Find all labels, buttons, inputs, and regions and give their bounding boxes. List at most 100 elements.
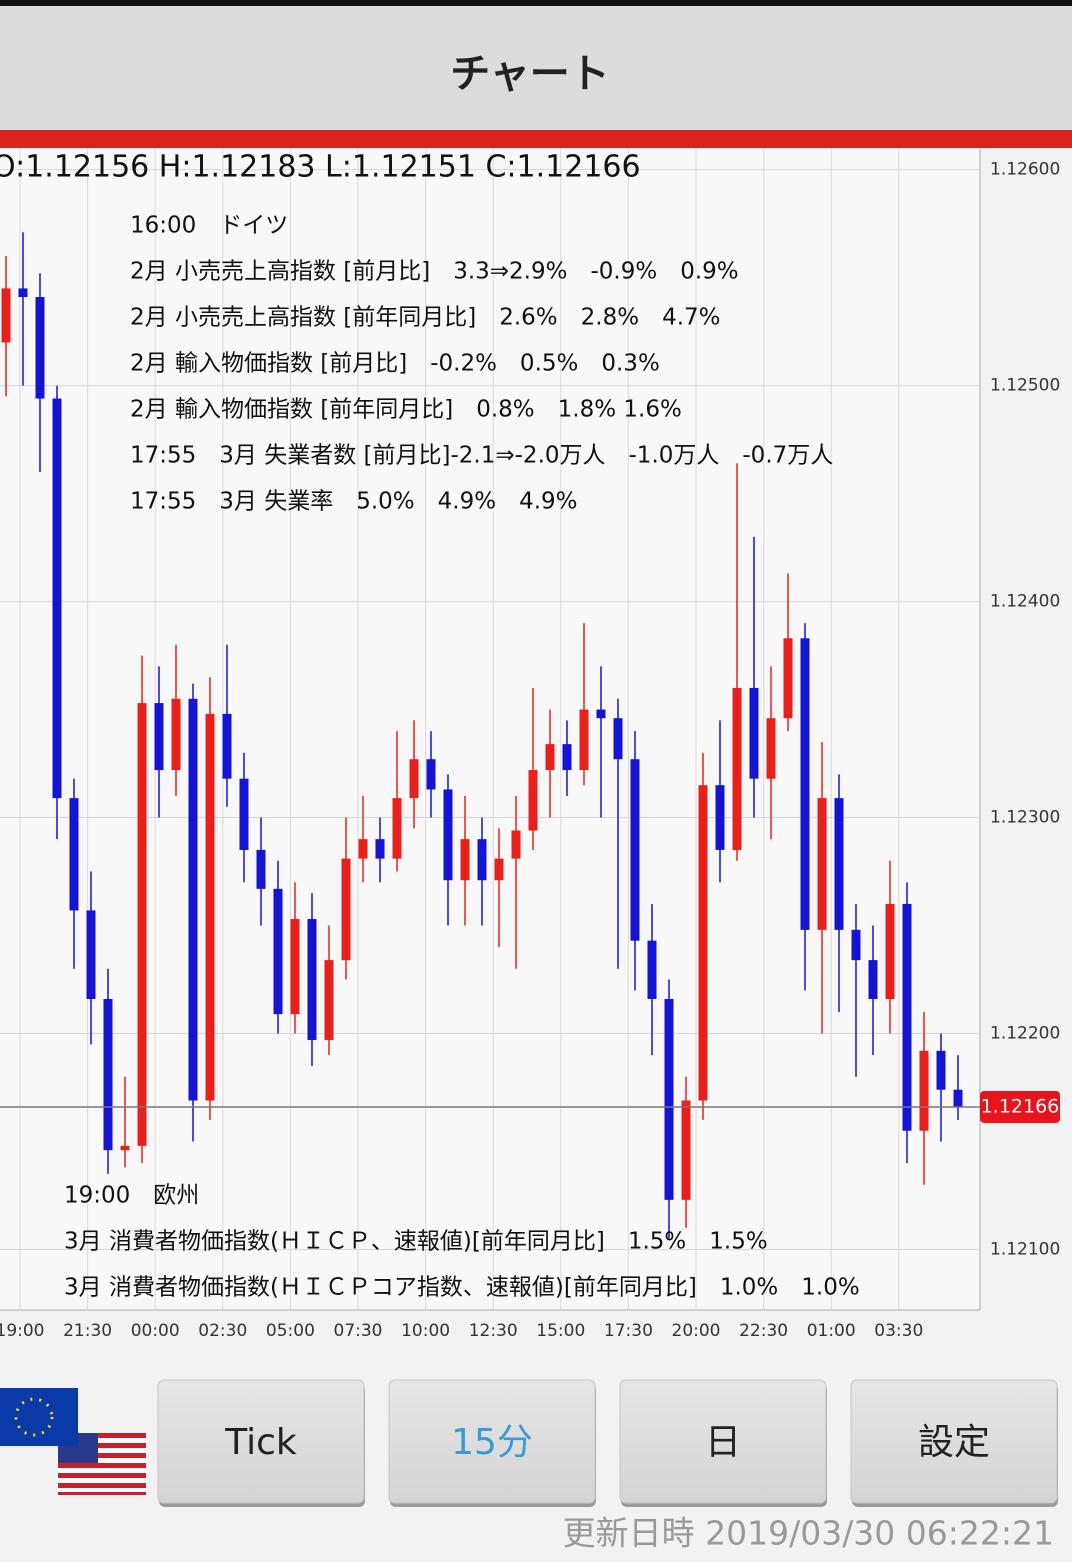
last-price-badge [980,1090,1060,1123]
candle-body [137,703,147,1146]
candle-body [630,759,640,941]
event-text: 17:55 3月 失業者数 [前月比]-2.1⇒-2.0万人 -1.0万人 -0… [130,443,833,469]
candle-body [681,1100,691,1200]
event-text: 2月 小売売上高指数 [前月比] 3.3⇒2.9% -0.9% 0.9% [130,259,739,285]
y-tick-label: 1.12600 [990,160,1060,180]
x-tick-label: 05:00 [266,1321,315,1341]
event-text: 2月 輸入物価指数 [前年同月比] 0.8% 1.8% 1.6% [130,397,682,423]
event-text: 19:00 欧州 [64,1183,199,1209]
candle-body [307,919,317,1041]
y-tick-label: 1.12200 [990,1024,1060,1044]
x-tick-label: 00:00 [131,1321,180,1341]
x-tick-label: 15:00 [536,1321,585,1341]
x-tick-label: 07:30 [334,1321,383,1341]
event-text: 17:55 3月 失業率 5.0% 4.9% 4.9% [130,489,578,515]
candle-body [851,929,861,961]
button-label[interactable]: Tick [224,1422,297,1463]
x-tick-label: 10:00 [401,1321,450,1341]
event-text: 3月 消費者物価指数(ＨＩＣＰコア指数、速報値)[前年同月比] 1.0% 1.0… [64,1275,860,1301]
candle-body [69,798,79,911]
candle-body [528,770,538,831]
status-edge [0,0,1072,6]
candle-body [205,713,215,1101]
event-text: 16:00 ドイツ [130,213,288,239]
candle-body [936,1050,946,1090]
button[interactable] [157,1379,365,1504]
candle-body [324,960,334,1041]
candle-body [188,698,198,1101]
candle-body [375,839,385,859]
x-tick-label: 12:30 [469,1321,518,1341]
candle-body [766,718,776,779]
candle-body [103,998,113,1151]
button-label[interactable]: 設定 [918,1422,990,1463]
currency-flags [0,1388,146,1495]
candle-body [154,703,164,771]
candle-body [664,998,674,1200]
candle-body [494,858,504,881]
x-tick-label: 01:00 [807,1321,856,1341]
x-tick-label: 19:00 [0,1321,45,1341]
candle-body [885,903,895,999]
button-label[interactable]: 15分 [451,1422,533,1463]
candle-body [749,687,759,779]
button-label[interactable]: 日 [705,1422,741,1463]
candle-body [562,744,572,771]
candle-body [409,759,419,799]
button[interactable] [619,1379,827,1504]
candle-body [1,288,11,343]
candle-body [800,638,810,930]
candle-body [460,839,470,881]
button[interactable] [850,1379,1058,1504]
header-bar [0,6,1072,130]
candle-body [732,687,742,850]
candle-body [86,910,96,999]
candle-body [545,744,555,771]
candle-body [919,1050,929,1131]
header-title: チャート [450,51,610,97]
candle-body [902,903,912,1131]
plot [0,148,980,1310]
event-text: 3月 消費者物価指数(ＨＩＣＰ、速報値)[前年同月比] 1.5% 1.5% [64,1229,768,1255]
candle-body [273,888,283,1015]
candle-body [239,778,249,850]
candle-body [443,789,453,881]
candle-body [834,798,844,930]
candle-body [698,785,708,1101]
y-tick-label: 1.12500 [990,376,1060,396]
button[interactable] [388,1379,596,1504]
y-tick-label: 1.12100 [990,1240,1060,1260]
candle-body [222,713,232,779]
candle-body [715,785,725,850]
candle-body [290,919,300,1015]
candle-body [392,798,402,859]
update-time: 更新日時 2019/03/30 06:22:21 [563,1514,1054,1553]
candle-body [953,1089,963,1107]
button-row: Tick 15分 日 設定 [157,1379,1058,1507]
candle-body [596,709,606,719]
candle-body [783,638,793,719]
x-tick-label: 21:30 [63,1321,112,1341]
candle-body [52,398,62,799]
accent-bar [0,130,1072,148]
x-tick-label: 20:00 [672,1321,721,1341]
ohlc-header: O:1.12156 H:1.12183 L:1.12151 C:1.12166 [0,150,641,185]
x-tick-label: 17:30 [604,1321,653,1341]
candle-body [256,849,266,889]
candle-body [579,709,589,771]
candle-body [18,288,28,298]
candle-body [613,718,623,760]
event-text: 2月 輸入物価指数 [前月比] -0.2% 0.5% 0.3% [130,351,660,377]
x-tick-label: 22:30 [739,1321,788,1341]
candle-body [341,858,351,961]
candle-body [426,759,436,790]
candle-body [817,798,827,930]
candle-body [120,1145,130,1151]
candle-body [171,698,181,771]
event-text: 2月 小売売上高指数 [前年同月比] 2.6% 2.8% 4.7% [130,305,721,331]
candle-body [511,830,521,859]
x-tick-label: 02:30 [198,1321,247,1341]
candle-body [358,839,368,859]
